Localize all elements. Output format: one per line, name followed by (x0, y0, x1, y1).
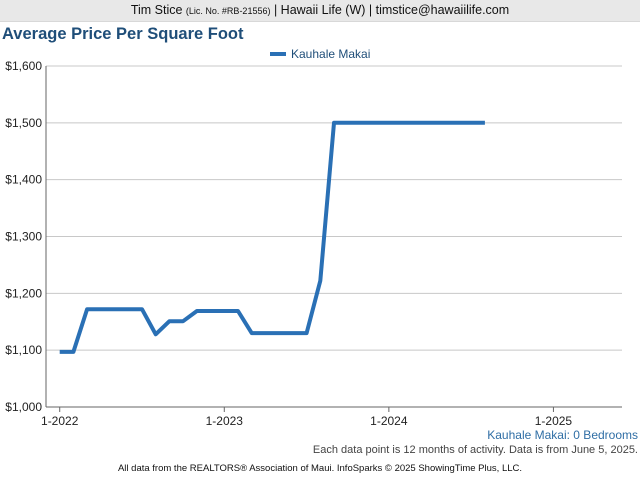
y-tick-label: $1,500 (5, 116, 42, 130)
series-caption: Kauhale Makai: 0 Bedrooms (487, 428, 638, 442)
footer-credit: All data from the REALTORS® Association … (117, 463, 523, 474)
license-number: (Lic. No. #RB-21556) (185, 6, 271, 16)
agent-header: Tim Stice (Lic. No. #RB-21556) | Hawaii … (0, 0, 640, 22)
agent-contact[interactable]: | Hawaii Life (W) | timstice@hawaiilife.… (273, 3, 510, 17)
x-tick-label: 1-2025 (535, 414, 573, 428)
x-tick-label: 1-2022 (41, 414, 79, 428)
series-line-kauhale-makai[interactable] (59, 120, 485, 354)
data-note: Each data point is 12 months of activity… (312, 444, 638, 456)
legend-swatch (270, 52, 286, 56)
chart-title: Average Price Per Square Foot (2, 25, 244, 43)
y-tick-label: $1,600 (5, 59, 42, 73)
y-tick-label: $1,000 (5, 400, 42, 414)
y-tick-label: $1,200 (5, 286, 42, 300)
y-tick-label: $1,100 (5, 343, 42, 357)
x-tick-label: 1-2024 (370, 414, 408, 428)
legend-label: Kauhale Makai (291, 47, 371, 61)
agent-name: Tim Stice (130, 3, 183, 17)
x-tick-label: 1-2023 (206, 414, 244, 428)
y-tick-label: $1,300 (5, 230, 42, 244)
y-tick-label: $1,400 (5, 173, 42, 187)
legend[interactable]: Kauhale Makai (270, 46, 370, 62)
